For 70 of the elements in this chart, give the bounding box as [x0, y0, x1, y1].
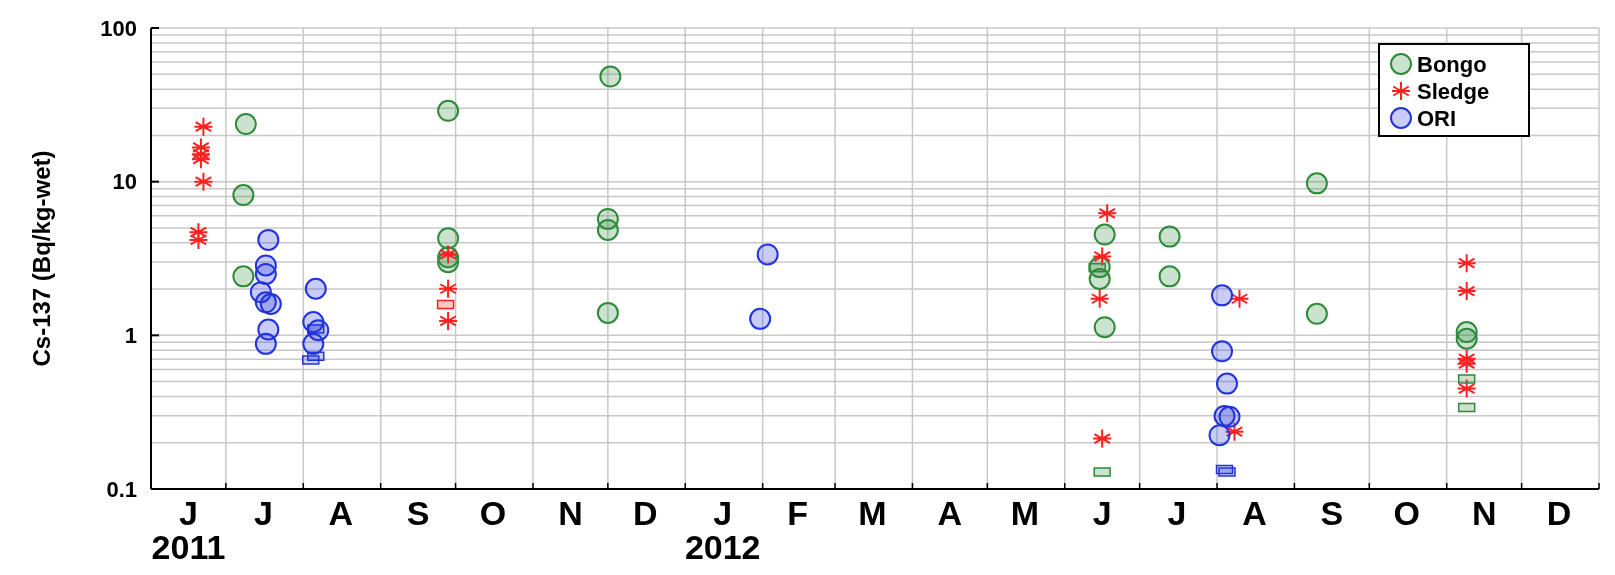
point: [756, 243, 779, 266]
point: [596, 301, 619, 324]
point: [1229, 288, 1250, 309]
point: [302, 332, 325, 355]
point: [234, 113, 257, 136]
x-tick-label: J 2012: [684, 494, 761, 566]
point: [437, 99, 460, 122]
point: [254, 332, 277, 355]
point: [599, 65, 622, 88]
point: [1097, 203, 1118, 224]
y-tick-label: 0.1: [106, 476, 137, 502]
x-tick-label: S: [406, 494, 430, 532]
point: [259, 292, 282, 315]
y-axis-title: Cs-137 (Bq/kg-wet): [28, 150, 55, 367]
x-tick-label: O: [1393, 494, 1420, 532]
x-tick-label: M: [1010, 494, 1039, 532]
point: [1158, 265, 1181, 288]
x-tick-label: D: [1546, 494, 1572, 532]
point: [304, 277, 327, 300]
x-tick-label: J: [1092, 494, 1112, 532]
legend-label: ORI: [1417, 105, 1457, 131]
point: [1089, 288, 1110, 309]
x-tick-label: M: [858, 494, 887, 532]
point: [257, 228, 280, 251]
x-tick-label: J: [1167, 494, 1187, 532]
point: [1211, 340, 1234, 363]
point: [438, 310, 459, 331]
point: [1092, 246, 1113, 267]
point: [1305, 302, 1328, 325]
x-tick-label: O: [479, 494, 507, 532]
point: [438, 278, 459, 299]
point: [596, 218, 619, 241]
legend-label: Bongo: [1417, 51, 1487, 77]
point: [1455, 327, 1478, 350]
x-tick-label: S: [1320, 494, 1344, 532]
point: [1456, 378, 1477, 399]
x-tick-label: D: [633, 494, 658, 532]
point: [1305, 172, 1328, 195]
point: [1093, 316, 1116, 339]
point: [190, 149, 211, 170]
x-tick-label: A: [1242, 494, 1267, 532]
point: [1456, 353, 1477, 374]
point: [1224, 421, 1245, 442]
point: [437, 227, 460, 250]
point: [1456, 281, 1477, 302]
point: [1218, 405, 1241, 428]
x-tick-label: N: [558, 494, 583, 532]
point: [1456, 253, 1477, 274]
legend-label: Sledge: [1417, 78, 1490, 104]
x-tick-label: F: [787, 494, 808, 532]
point: [1092, 428, 1113, 449]
point: [193, 116, 214, 137]
point: [1216, 372, 1239, 395]
x-tick-label: A: [328, 494, 354, 532]
point: [1208, 424, 1231, 447]
point: [749, 307, 772, 330]
x-tick-label: A: [937, 494, 963, 532]
point: [232, 265, 255, 288]
point: [1093, 223, 1116, 246]
point: [193, 171, 214, 192]
y-tick-label: 100: [100, 15, 137, 41]
point: [1211, 284, 1234, 307]
x-tick-label: J: [253, 494, 273, 532]
x-tick-label: N: [1471, 494, 1497, 532]
x-tick-label: J 2011: [151, 494, 226, 566]
y-tick-label: 10: [112, 169, 137, 195]
point: [232, 184, 255, 207]
point: [1158, 225, 1181, 248]
point: [254, 262, 277, 285]
y-tick-label: 1: [124, 323, 137, 349]
